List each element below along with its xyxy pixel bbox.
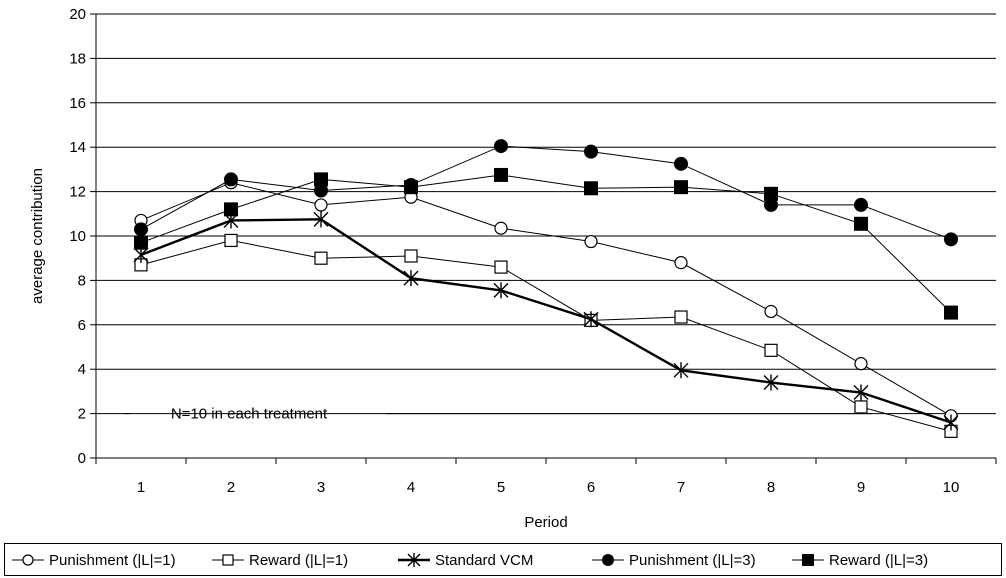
series-3 (133, 211, 959, 431)
series-line (140, 218, 952, 424)
data-point-asterisk (583, 311, 599, 328)
series-1 (134, 176, 958, 423)
x-tick-label: 7 (677, 479, 685, 496)
data-point-filled-square (134, 235, 148, 250)
series-2 (134, 233, 958, 438)
x-tick-label: 1 (137, 479, 145, 496)
legend-label: Punishment (|L|=3) (629, 552, 756, 569)
data-point-filled-circle (674, 156, 688, 171)
y-tick-label: 14 (69, 139, 86, 156)
data-point-open-square (494, 260, 508, 274)
annotation: N=10 in each treatment (125, 406, 872, 423)
y-tick-label: 8 (78, 272, 86, 289)
legend-label: Punishment (|L|=1) (49, 552, 176, 569)
data-point-filled-square (494, 167, 508, 182)
y-tick-label: 10 (69, 228, 86, 245)
legend-box (4, 543, 1002, 576)
x-tick-label: 3 (317, 479, 325, 496)
data-point-asterisk (493, 282, 509, 299)
legend-item-4: Punishment (|L|=3) (592, 552, 756, 569)
data-point-filled-square (764, 186, 778, 201)
y-tick-label: 20 (69, 6, 86, 23)
legend-label: Reward (|L|=3) (829, 552, 928, 569)
x-tick-label: 9 (857, 479, 865, 496)
data-point-open-square (404, 249, 418, 263)
x-tick-label: 10 (943, 479, 960, 496)
data-point-open-square (222, 554, 234, 566)
series-4 (134, 139, 958, 247)
series-5 (134, 167, 958, 320)
legend-item-2: Reward (|L|=1) (212, 552, 348, 569)
data-point-asterisk (673, 362, 689, 379)
data-point-open-circle (854, 357, 868, 371)
legend-item-5: Reward (|L|=3) (792, 552, 928, 569)
data-point-filled-square (584, 181, 598, 196)
x-tick-label: 8 (767, 479, 775, 496)
gridlines (96, 13, 996, 415)
data-point-filled-circle (584, 144, 598, 159)
legend: Punishment (|L|=1) Reward (|L|=1) Standard… (4, 543, 1002, 576)
data-point-filled-circle (224, 172, 238, 187)
x-tick-label: 6 (587, 479, 595, 496)
y-axis-title: average contribution (29, 168, 46, 304)
data-point-filled-circle (944, 232, 958, 247)
y-tick-label: 6 (78, 317, 86, 334)
y-tick-label: 2 (78, 406, 86, 423)
data-point-open-circle (764, 304, 778, 319)
series-line (140, 174, 952, 313)
legend-item-3: Standard VCM (398, 552, 533, 569)
x-axis-title: Period (524, 514, 567, 531)
y-tick-label: 16 (69, 95, 86, 112)
data-point-open-square (224, 233, 238, 248)
series-line (140, 182, 952, 417)
data-point-asterisk (853, 384, 869, 401)
y-tick-label: 12 (69, 184, 86, 201)
data-point-open-square (314, 251, 328, 265)
data-point-asterisk (313, 211, 329, 228)
data-point-filled-circle (854, 197, 868, 212)
data-point-asterisk (407, 553, 421, 567)
data-point-open-circle (584, 234, 598, 249)
data-point-asterisk (943, 414, 959, 431)
y-tick-label: 0 (78, 450, 86, 467)
data-point-open-circle (22, 554, 34, 566)
legend-item-1: Punishment (|L|=1) (12, 552, 176, 569)
y-tick-label: 18 (69, 50, 86, 67)
y-tick-label: 4 (78, 361, 86, 378)
data-point-filled-circle (134, 222, 148, 237)
data-point-filled-circle (602, 554, 614, 566)
data-point-asterisk (403, 270, 419, 287)
data-point-filled-square (314, 172, 328, 187)
data-point-filled-square (674, 180, 688, 195)
data-point-filled-square (224, 202, 238, 217)
data-point-filled-circle (494, 139, 508, 154)
data-point-open-circle (314, 198, 328, 212)
data-point-open-circle (674, 256, 688, 270)
data-point-asterisk (763, 374, 779, 391)
data-point-filled-square (802, 554, 814, 566)
data-point-open-circle (494, 221, 508, 235)
data-point-filled-square (944, 305, 958, 320)
data-point-open-square (674, 310, 688, 324)
x-tick-label: 2 (227, 479, 235, 496)
data-point-open-square (764, 343, 778, 357)
data-point-filled-square (404, 180, 418, 195)
legend-label: Reward (|L|=1) (249, 552, 348, 569)
series-line (140, 145, 952, 240)
x-tick-label: 4 (407, 479, 415, 496)
annotation-text: N=10 in each treatment (171, 406, 328, 423)
series-group (133, 139, 959, 438)
x-tick-label: 5 (497, 479, 505, 496)
data-point-filled-square (854, 216, 868, 231)
series-line (140, 239, 952, 432)
legend-label: Standard VCM (435, 552, 533, 569)
data-point-open-square (854, 400, 868, 414)
